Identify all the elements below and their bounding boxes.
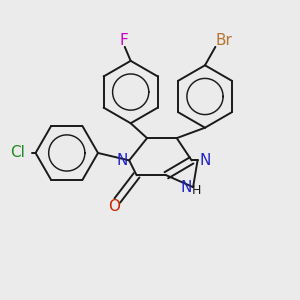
Text: F: F xyxy=(120,32,128,47)
Text: N: N xyxy=(199,153,211,168)
Text: H: H xyxy=(191,184,201,197)
Text: Br: Br xyxy=(216,32,233,47)
Text: O: O xyxy=(108,199,120,214)
Text: N: N xyxy=(116,153,128,168)
Text: N: N xyxy=(180,180,192,195)
Text: Cl: Cl xyxy=(10,146,25,160)
